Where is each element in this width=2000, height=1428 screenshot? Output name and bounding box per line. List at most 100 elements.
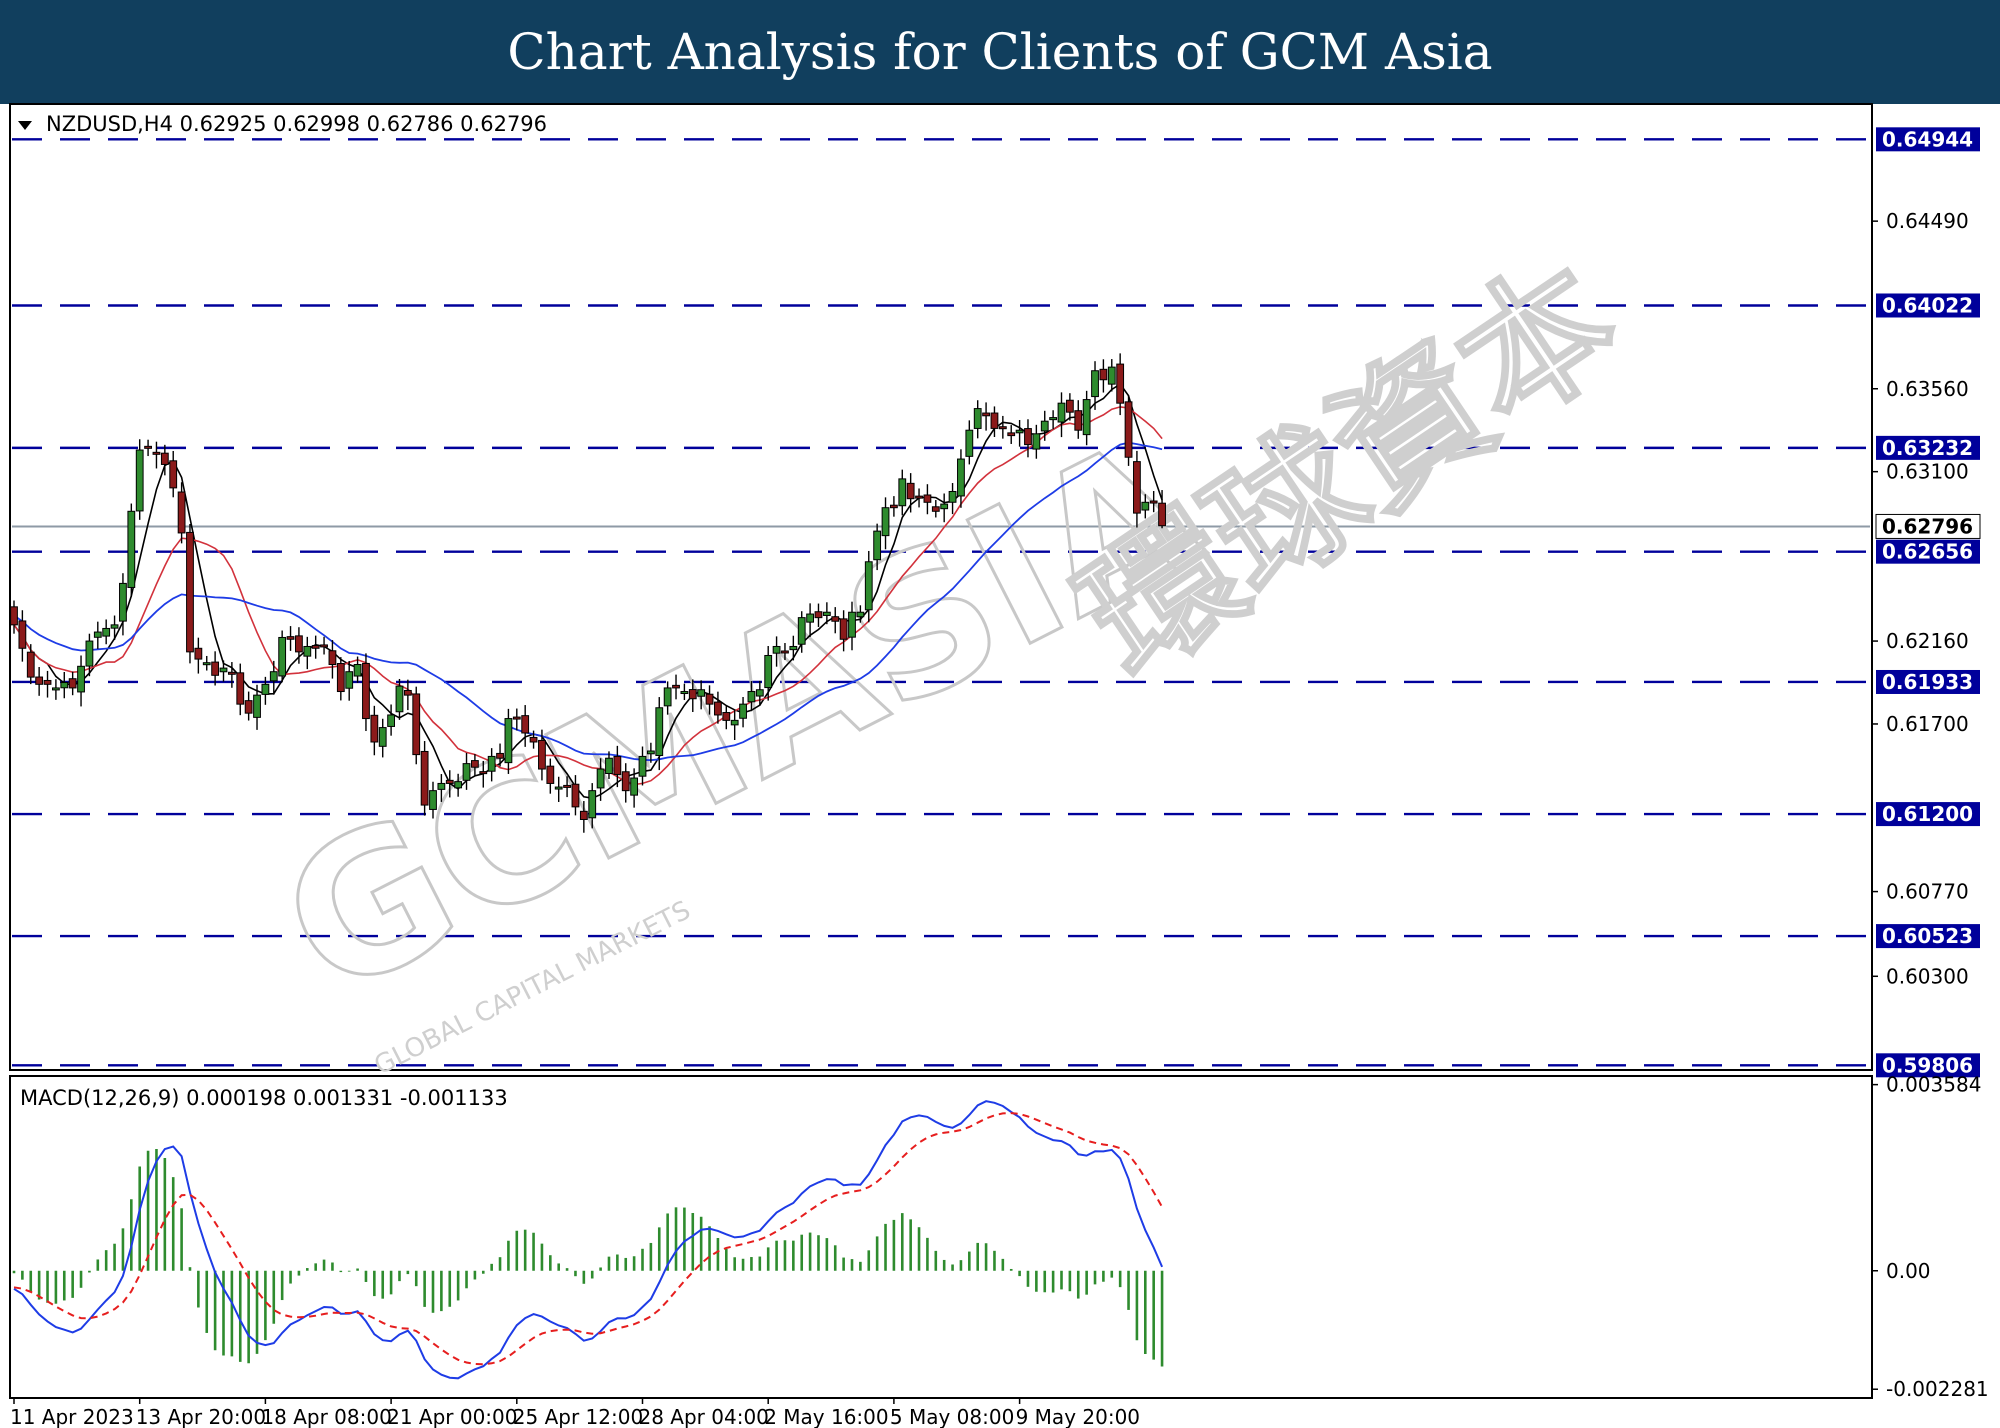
candle-body (43, 679, 52, 685)
level-price-label: 0.61933 (1882, 670, 1973, 694)
candle-body (730, 719, 739, 726)
candle-body (705, 693, 714, 705)
dropdown-triangle-icon[interactable] (18, 121, 32, 130)
candle-body (445, 779, 454, 784)
candle-body (1124, 401, 1133, 458)
candle-body (1040, 420, 1049, 432)
candle-body (370, 714, 379, 743)
candle-body (630, 777, 639, 796)
candle-body (688, 689, 697, 700)
current-price-tag (1875, 513, 1981, 539)
candle-body (521, 715, 530, 734)
candle-body (538, 739, 546, 770)
candle-body (588, 790, 597, 819)
candle-body (789, 645, 798, 651)
candle-body (646, 750, 655, 755)
candle-body (52, 687, 60, 691)
candle-body (127, 510, 136, 588)
candle-body (378, 727, 387, 747)
candle-body (160, 452, 169, 465)
level-price-label: 0.60523 (1882, 924, 1973, 948)
macd-tick-label: 0.003584 (1886, 1073, 1981, 1097)
candle-body (1007, 432, 1016, 437)
candle-body (596, 768, 605, 789)
ma-layer (13, 383, 1163, 800)
level-price-label: 0.61200 (1882, 802, 1973, 826)
candle-body (697, 689, 706, 697)
time-tick-label: 25 Apr 12:00 (513, 1405, 643, 1428)
macd-axis: 0.003584 0.00 -0.002281 (1872, 1073, 1989, 1401)
candle-body (1015, 429, 1024, 434)
candle-body (822, 611, 831, 616)
level-price-tag (1876, 127, 1980, 152)
candle-body (638, 755, 647, 777)
candle-body (1158, 502, 1166, 527)
candle-body (1091, 370, 1099, 398)
candle-body (85, 640, 94, 667)
candle-body (722, 712, 731, 721)
time-tick-label: 21 Apr 00:00 (387, 1405, 517, 1428)
candle-layer (10, 353, 1166, 833)
candle-body (529, 736, 538, 743)
candle-body (923, 494, 932, 503)
levels-layer (12, 138, 1870, 1067)
candle-body (261, 683, 270, 695)
candle-body (1082, 399, 1091, 436)
candle-body (186, 531, 194, 653)
candle-body (152, 451, 161, 455)
level-price-tag (1876, 669, 1980, 694)
header-banner: Chart Analysis for Clients of GCM Asia (0, 0, 2000, 104)
macd-lines-layer (13, 1100, 1164, 1380)
candle-body (605, 757, 613, 774)
candle-body (714, 701, 722, 716)
candle-body (747, 691, 756, 703)
candle-body (806, 613, 815, 623)
candle-body (613, 755, 622, 775)
price-tick-label: 0.61700 (1886, 712, 1969, 736)
candle-body (311, 645, 320, 649)
ma-mid-line (13, 406, 1163, 786)
candle-body (144, 445, 152, 449)
price-axis: 0.64490 0.63560 0.63100 0.62160 0.61700 0.607… (1872, 127, 1981, 1078)
candle-body (110, 624, 119, 629)
price-tick-label: 0.64490 (1886, 209, 1969, 233)
candle-body (990, 412, 999, 429)
level-price-tag (1876, 1053, 1980, 1078)
candle-body (831, 616, 840, 622)
candle-body (906, 482, 915, 500)
candle-body (253, 694, 261, 718)
candle-body (269, 671, 278, 682)
candle-body (68, 678, 77, 689)
candle-body (680, 691, 689, 695)
candle-body (781, 650, 789, 654)
candle-body (219, 667, 228, 673)
candle-body (931, 506, 940, 512)
candle-body (856, 611, 865, 618)
candle-body (35, 676, 44, 685)
macd-line (13, 1100, 1164, 1380)
candle-body (303, 645, 312, 657)
candle-body (512, 716, 521, 720)
candle-body (772, 645, 781, 654)
level-price-label: 0.62656 (1882, 540, 1973, 564)
candle-body (965, 429, 974, 457)
candle-body (755, 689, 764, 697)
candle-body (1116, 363, 1125, 404)
candle-body (890, 504, 898, 509)
level-price-tag (1876, 802, 1980, 827)
candle-body (336, 663, 345, 693)
time-tick-label: 18 Apr 08:00 (261, 1405, 391, 1428)
level-price-label: 0.63232 (1882, 436, 1973, 460)
candle-body (915, 495, 923, 499)
macd-panel: 0.003584 0.00 -0.002281 MACD(12,26,9) 0.00… (9, 1073, 1989, 1401)
time-tick-label: 5 May 08:00 (890, 1405, 1014, 1428)
candle-body (77, 665, 85, 693)
candle-body (1133, 461, 1141, 514)
price-tick-label: 0.63100 (1886, 460, 1969, 484)
candle-body (571, 783, 580, 808)
candle-body (93, 631, 102, 638)
macd-header: MACD(12,26,9) 0.000198 0.001331 -0.00113… (20, 1086, 508, 1110)
candle-body (202, 662, 211, 666)
candle-body (211, 661, 220, 676)
level-price-label: 0.59806 (1882, 1053, 1973, 1077)
